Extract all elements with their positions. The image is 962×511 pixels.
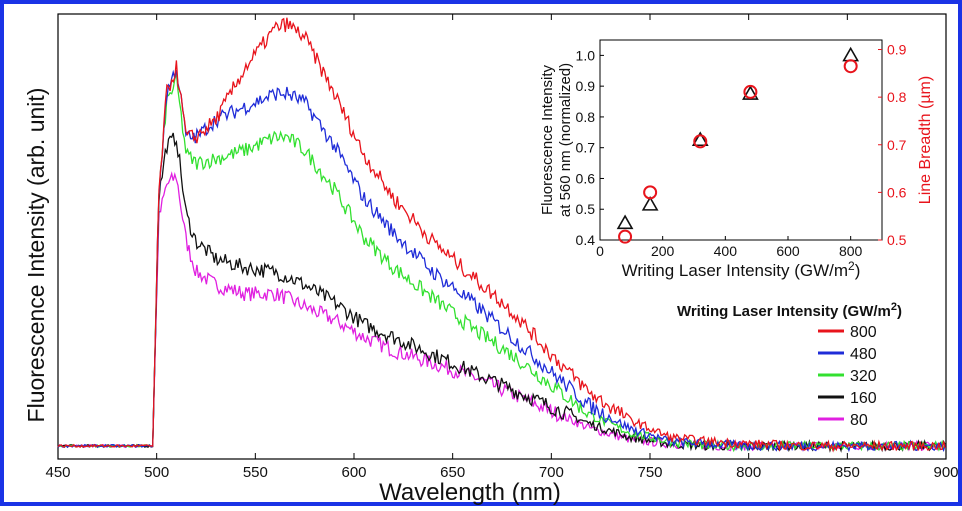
inset-circle-point: [693, 134, 708, 149]
series-line-160: [57, 132, 946, 453]
x-tick-label: 550: [243, 464, 268, 481]
legend-label-800: 800: [850, 324, 877, 341]
x-tick-label: 750: [637, 464, 662, 481]
inset-y-tick-label: 0.5: [576, 201, 596, 217]
legend: Writing Laser Intensity (GW/m2) 800 480 32…: [677, 301, 902, 429]
inset-x-tick-label: 0: [596, 243, 604, 259]
inset-y2-axis-label: Line Breadth (µm): [917, 76, 934, 204]
inset-circle-point: [643, 185, 658, 200]
inset-x-axis-label: Writing Laser Intensity (GW/m2): [622, 259, 861, 280]
inset-y-axis-label-line2: at 560 nm (normalized): [557, 63, 574, 217]
inset-triangle-point: [742, 85, 759, 100]
legend-label-480: 480: [850, 346, 877, 363]
x-tick-label: 650: [440, 464, 465, 481]
inset-y-tick-label: 0.6: [576, 170, 596, 186]
x-tick-label: 450: [45, 464, 70, 481]
x-tick-label: 850: [835, 464, 860, 481]
inset-x-tick-label: 800: [839, 243, 863, 259]
x-tick-label: 800: [736, 464, 761, 481]
main-x-ticks: 450 500 550 600 650 700 750 800 850 900: [45, 14, 959, 481]
inset-x-tick-label: 400: [714, 243, 738, 259]
x-tick-label: 700: [539, 464, 564, 481]
inset-circle-point: [618, 229, 633, 244]
inset-y-tick-label: 0.8: [576, 109, 596, 125]
inset-axes: 0 200 400 600 800 0.4 0.5 0.6 0.7 0.8 0.9 1.0 0.5 0.6…: [576, 42, 907, 259]
inset-y-tick-label: 0.9: [576, 78, 596, 94]
legend-label-320: 320: [850, 368, 877, 385]
inset-y2-tick-label: 0.9: [887, 42, 907, 58]
inset-circle-point: [843, 59, 858, 74]
inset-x-tick-label: 200: [651, 243, 675, 259]
inset-triangle-point: [616, 214, 634, 230]
legend-label-160: 160: [850, 390, 877, 407]
inset-y2-tick-label: 0.8: [887, 89, 907, 105]
inset-triangle-point: [691, 131, 709, 147]
inset-y2-tick-label: 0.6: [887, 184, 907, 200]
inset-y2-tick-label: 0.7: [887, 137, 907, 153]
legend-label-80: 80: [850, 412, 868, 429]
main-y-axis-label: Fluorescence Intensity (arb. unit): [23, 88, 49, 423]
legend-title: Writing Laser Intensity (GW/m2): [677, 301, 902, 320]
inset-y-tick-label: 0.4: [576, 232, 596, 248]
main-series-group: [57, 17, 946, 453]
inset-circle-point: [743, 84, 758, 99]
inset-y-tick-label: 1.0: [576, 47, 596, 63]
series-line-800: [57, 17, 946, 453]
inset-series-group: [616, 46, 860, 244]
x-tick-label: 600: [341, 464, 366, 481]
main-x-axis-label: Wavelength (nm): [379, 479, 561, 506]
inset-plot-area: [599, 39, 883, 241]
x-tick-label: 500: [144, 464, 169, 481]
inset-y2-tick-label: 0.5: [887, 232, 907, 248]
inset-triangle-point: [641, 196, 659, 211]
inset-y-axis-label-line1: Fluorescence Intensity: [539, 64, 556, 215]
inset-y-tick-label: 0.7: [576, 140, 596, 156]
inset-x-tick-label: 600: [776, 243, 800, 259]
x-tick-label: 900: [933, 464, 958, 481]
